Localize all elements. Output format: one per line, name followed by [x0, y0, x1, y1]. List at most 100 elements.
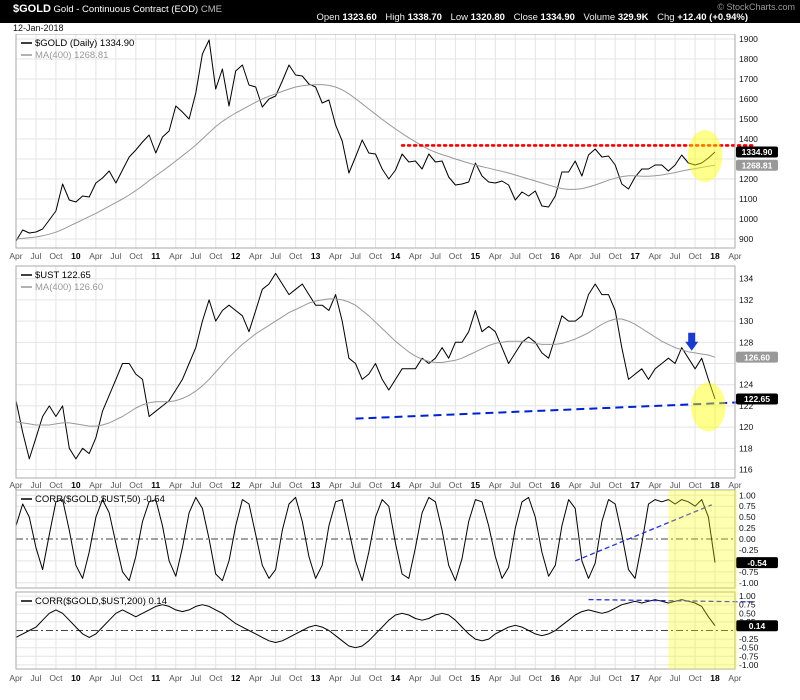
x-tick-label: Apr — [249, 673, 262, 683]
x-tick-label: Oct — [449, 673, 463, 683]
x-tick-label: 11 — [151, 673, 160, 683]
y-tick-label: 0.75 — [739, 600, 756, 610]
x-tick-label: Oct — [49, 673, 63, 683]
price-badge — [736, 351, 778, 363]
x-tick-label: Apr — [169, 673, 182, 683]
close-value: 1334.90 — [540, 12, 575, 23]
y-tick-label: 1000 — [739, 214, 758, 224]
x-tick-label: Oct — [369, 673, 383, 683]
x-tick-label: Jul — [430, 480, 441, 490]
chart-header: $GOLD Gold - Continuous Contract (EOD) C… — [0, 0, 800, 23]
x-tick-label: Apr — [89, 673, 102, 683]
x-tick-label: 10 — [71, 251, 81, 261]
x-tick-label: Jul — [270, 673, 281, 683]
chart-date: 12-Jan-2018 — [13, 23, 64, 33]
chg-label: Chg — [657, 12, 675, 23]
y-tick-label: 1500 — [739, 114, 758, 124]
x-tick-label: Apr — [409, 480, 422, 490]
x-tick-label: 11 — [151, 480, 160, 490]
x-tick-label: Oct — [209, 673, 223, 683]
price-badge — [736, 620, 778, 632]
y-tick-label: 118 — [739, 443, 753, 453]
x-tick-label: Apr — [409, 251, 422, 261]
price-badge — [736, 159, 778, 171]
price-badge-label: 126.60 — [744, 352, 770, 362]
panel-ust: 134 132 130 128 124 122 120 118 116 126.60 122.65 $… — [15, 265, 778, 479]
x-tick-label: Apr — [9, 480, 22, 490]
panel-border — [15, 591, 736, 670]
x-tick-label: Apr — [329, 480, 342, 490]
x-tick-label: Oct — [369, 251, 383, 261]
price-badge — [736, 393, 778, 405]
y-tick-label: 1200 — [739, 174, 758, 184]
x-tick-label: Jul — [590, 673, 601, 683]
volume-label: Volume — [583, 12, 616, 23]
x-tick-label: Jul — [430, 673, 441, 683]
x-tick-label: 17 — [630, 480, 640, 490]
x-tick-label: Apr — [569, 673, 582, 683]
quote-row: Open 1323.60 High 1338.70 Low 1320.80 Cl… — [317, 12, 755, 23]
x-tick-label: 18 — [710, 673, 720, 683]
x-tick-label: Oct — [609, 673, 623, 683]
x-tick-label: Apr — [9, 673, 22, 683]
y-tick-label: -1.00 — [739, 578, 759, 588]
gold-ma400-line — [15, 84, 716, 240]
x-tick-label: Apr — [489, 673, 502, 683]
y-tick-label: 120 — [739, 422, 753, 432]
y-tick-label: 130 — [739, 316, 753, 326]
y-tick-label: -0.25 — [739, 545, 759, 555]
price-badge-label: 0.14 — [749, 621, 766, 631]
x-tick-label: Jul — [350, 673, 361, 683]
y-tick-label: 1.00 — [739, 591, 756, 601]
x-tick-label: Jul — [31, 251, 42, 261]
x-tick-label: 14 — [391, 673, 401, 683]
x-tick-label: Oct — [688, 480, 702, 490]
x-tick-label: 16 — [551, 251, 561, 261]
x-tick-label: 15 — [471, 673, 481, 683]
x-tick-label: Jul — [510, 673, 521, 683]
x-tick-label: 16 — [551, 673, 561, 683]
x-tick-label: Oct — [688, 673, 702, 683]
x-tick-label: Oct — [369, 480, 383, 490]
x-tick-label: Apr — [569, 480, 582, 490]
x-tick-label: Oct — [529, 673, 543, 683]
down-arrow-icon — [685, 332, 699, 351]
highlight-ellipse — [687, 130, 723, 182]
y-tick-label: -0.50 — [739, 643, 759, 653]
x-tick-label: Apr — [648, 480, 661, 490]
panel-border — [15, 489, 736, 589]
y-tick-label: -0.75 — [739, 651, 759, 661]
x-tick-label: Oct — [609, 251, 623, 261]
x-tick-label: Apr — [648, 251, 661, 261]
y-tick-label: 1900 — [739, 34, 758, 44]
y-tick-label: 134 — [739, 274, 753, 284]
x-tick-label: Apr — [89, 251, 102, 261]
chart-title: Gold - Continuous Contract (EOD) — [53, 4, 199, 15]
panel-border — [15, 33, 736, 249]
x-tick-label: Apr — [489, 480, 502, 490]
x-tick-label: Oct — [129, 673, 143, 683]
x-tick-label: 10 — [71, 673, 81, 683]
x-tick-label: 17 — [630, 673, 640, 683]
corr50-corr-line — [15, 496, 716, 582]
x-tick-label: Oct — [449, 480, 463, 490]
y-tick-label: 0.75 — [739, 501, 756, 511]
x-tick-label: Jul — [670, 480, 681, 490]
panel-corr200: 1.000.750.500.25-0.25-0.50-0.75-1.000.14… — [15, 591, 778, 670]
x-tick-label: Jul — [110, 251, 121, 261]
x-tick-label: Jul — [670, 673, 681, 683]
x-tick-label: 13 — [311, 251, 321, 261]
ust-ma400-line — [15, 298, 716, 427]
x-tick-label: Jul — [270, 251, 281, 261]
x-tick-label: Apr — [89, 480, 102, 490]
x-tick-label: 12 — [231, 480, 241, 490]
open-label: Open — [316, 12, 340, 23]
y-tick-label: 1800 — [739, 54, 758, 64]
y-tick-label: 900 — [739, 234, 753, 244]
x-tick-label: Oct — [289, 251, 303, 261]
x-tick-label: 17 — [630, 251, 640, 261]
x-tick-label: Oct — [688, 251, 702, 261]
x-tick-label: Jul — [270, 480, 281, 490]
